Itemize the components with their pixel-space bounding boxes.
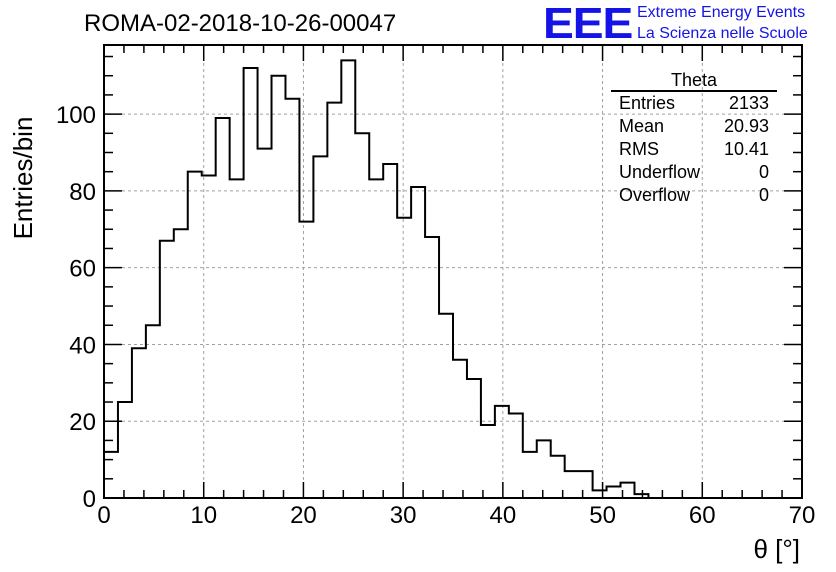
stats-value: 10.41: [723, 139, 769, 159]
y-tick-label: 80: [69, 179, 96, 206]
stats-label: Mean: [619, 116, 665, 136]
stats-row-underflow: Underflow 0: [611, 161, 777, 184]
stats-label: Underflow: [619, 162, 701, 182]
stats-row-mean: Mean 20.93: [611, 115, 777, 138]
stats-row-overflow: Overflow 0: [611, 184, 777, 207]
axis-ticks: [103, 45, 803, 499]
y-axis-label: Entries/bin: [8, 117, 38, 240]
stats-value: 20.93: [723, 116, 769, 136]
y-tick-label: 20: [69, 409, 96, 436]
y-tick-label: 40: [69, 332, 96, 359]
x-tick-label: 10: [190, 502, 217, 529]
eee-logo: EEE: [543, 0, 633, 48]
stats-value: 0: [758, 185, 769, 205]
stats-box: Theta Entries 2133 Mean 20.93 RMS 10.41 …: [611, 70, 777, 207]
plot-frame: [103, 44, 803, 499]
y-tick-labels: 0 20 40 60 80 100: [56, 102, 96, 513]
stats-row-rms: RMS 10.41: [611, 138, 777, 161]
y-tick-label: 0: [83, 486, 96, 513]
run-title: ROMA-02-2018-10-26-00047: [84, 10, 397, 37]
x-tick-label: 40: [490, 502, 517, 529]
stats-row-entries: Entries 2133: [611, 92, 777, 115]
stats-label: Overflow: [619, 185, 691, 205]
x-tick-label: 70: [789, 502, 816, 529]
histogram-line: [103, 59, 650, 498]
logo-subtitle-2: La Scienza nelle Scuole: [637, 25, 808, 42]
x-tick-label: 50: [589, 502, 616, 529]
stats-label: Entries: [619, 93, 676, 113]
y-tick-label: 60: [69, 256, 96, 283]
x-tick-label: 20: [290, 502, 317, 529]
x-tick-label: 60: [689, 502, 716, 529]
stats-value: 0: [758, 162, 769, 182]
stats-value: 2133: [728, 93, 769, 113]
y-tick-label: 100: [56, 102, 96, 129]
x-tick-label: 0: [97, 502, 110, 529]
x-tick-labels: 0 10 20 30 40 50 60 70: [97, 502, 815, 529]
x-tick-label: 30: [390, 502, 417, 529]
x-axis-label: θ [°]: [753, 534, 800, 564]
stats-label: RMS: [619, 139, 659, 159]
logo-subtitle-1: Extreme Energy Events: [637, 4, 806, 21]
stats-title: Theta: [611, 70, 777, 92]
